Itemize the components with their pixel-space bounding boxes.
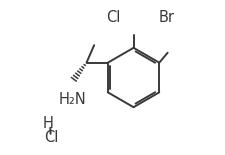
Text: Cl: Cl	[44, 130, 59, 145]
Text: H₂N: H₂N	[58, 92, 86, 107]
Text: H: H	[43, 116, 54, 131]
Text: Br: Br	[158, 10, 174, 25]
Text: Cl: Cl	[106, 10, 120, 25]
